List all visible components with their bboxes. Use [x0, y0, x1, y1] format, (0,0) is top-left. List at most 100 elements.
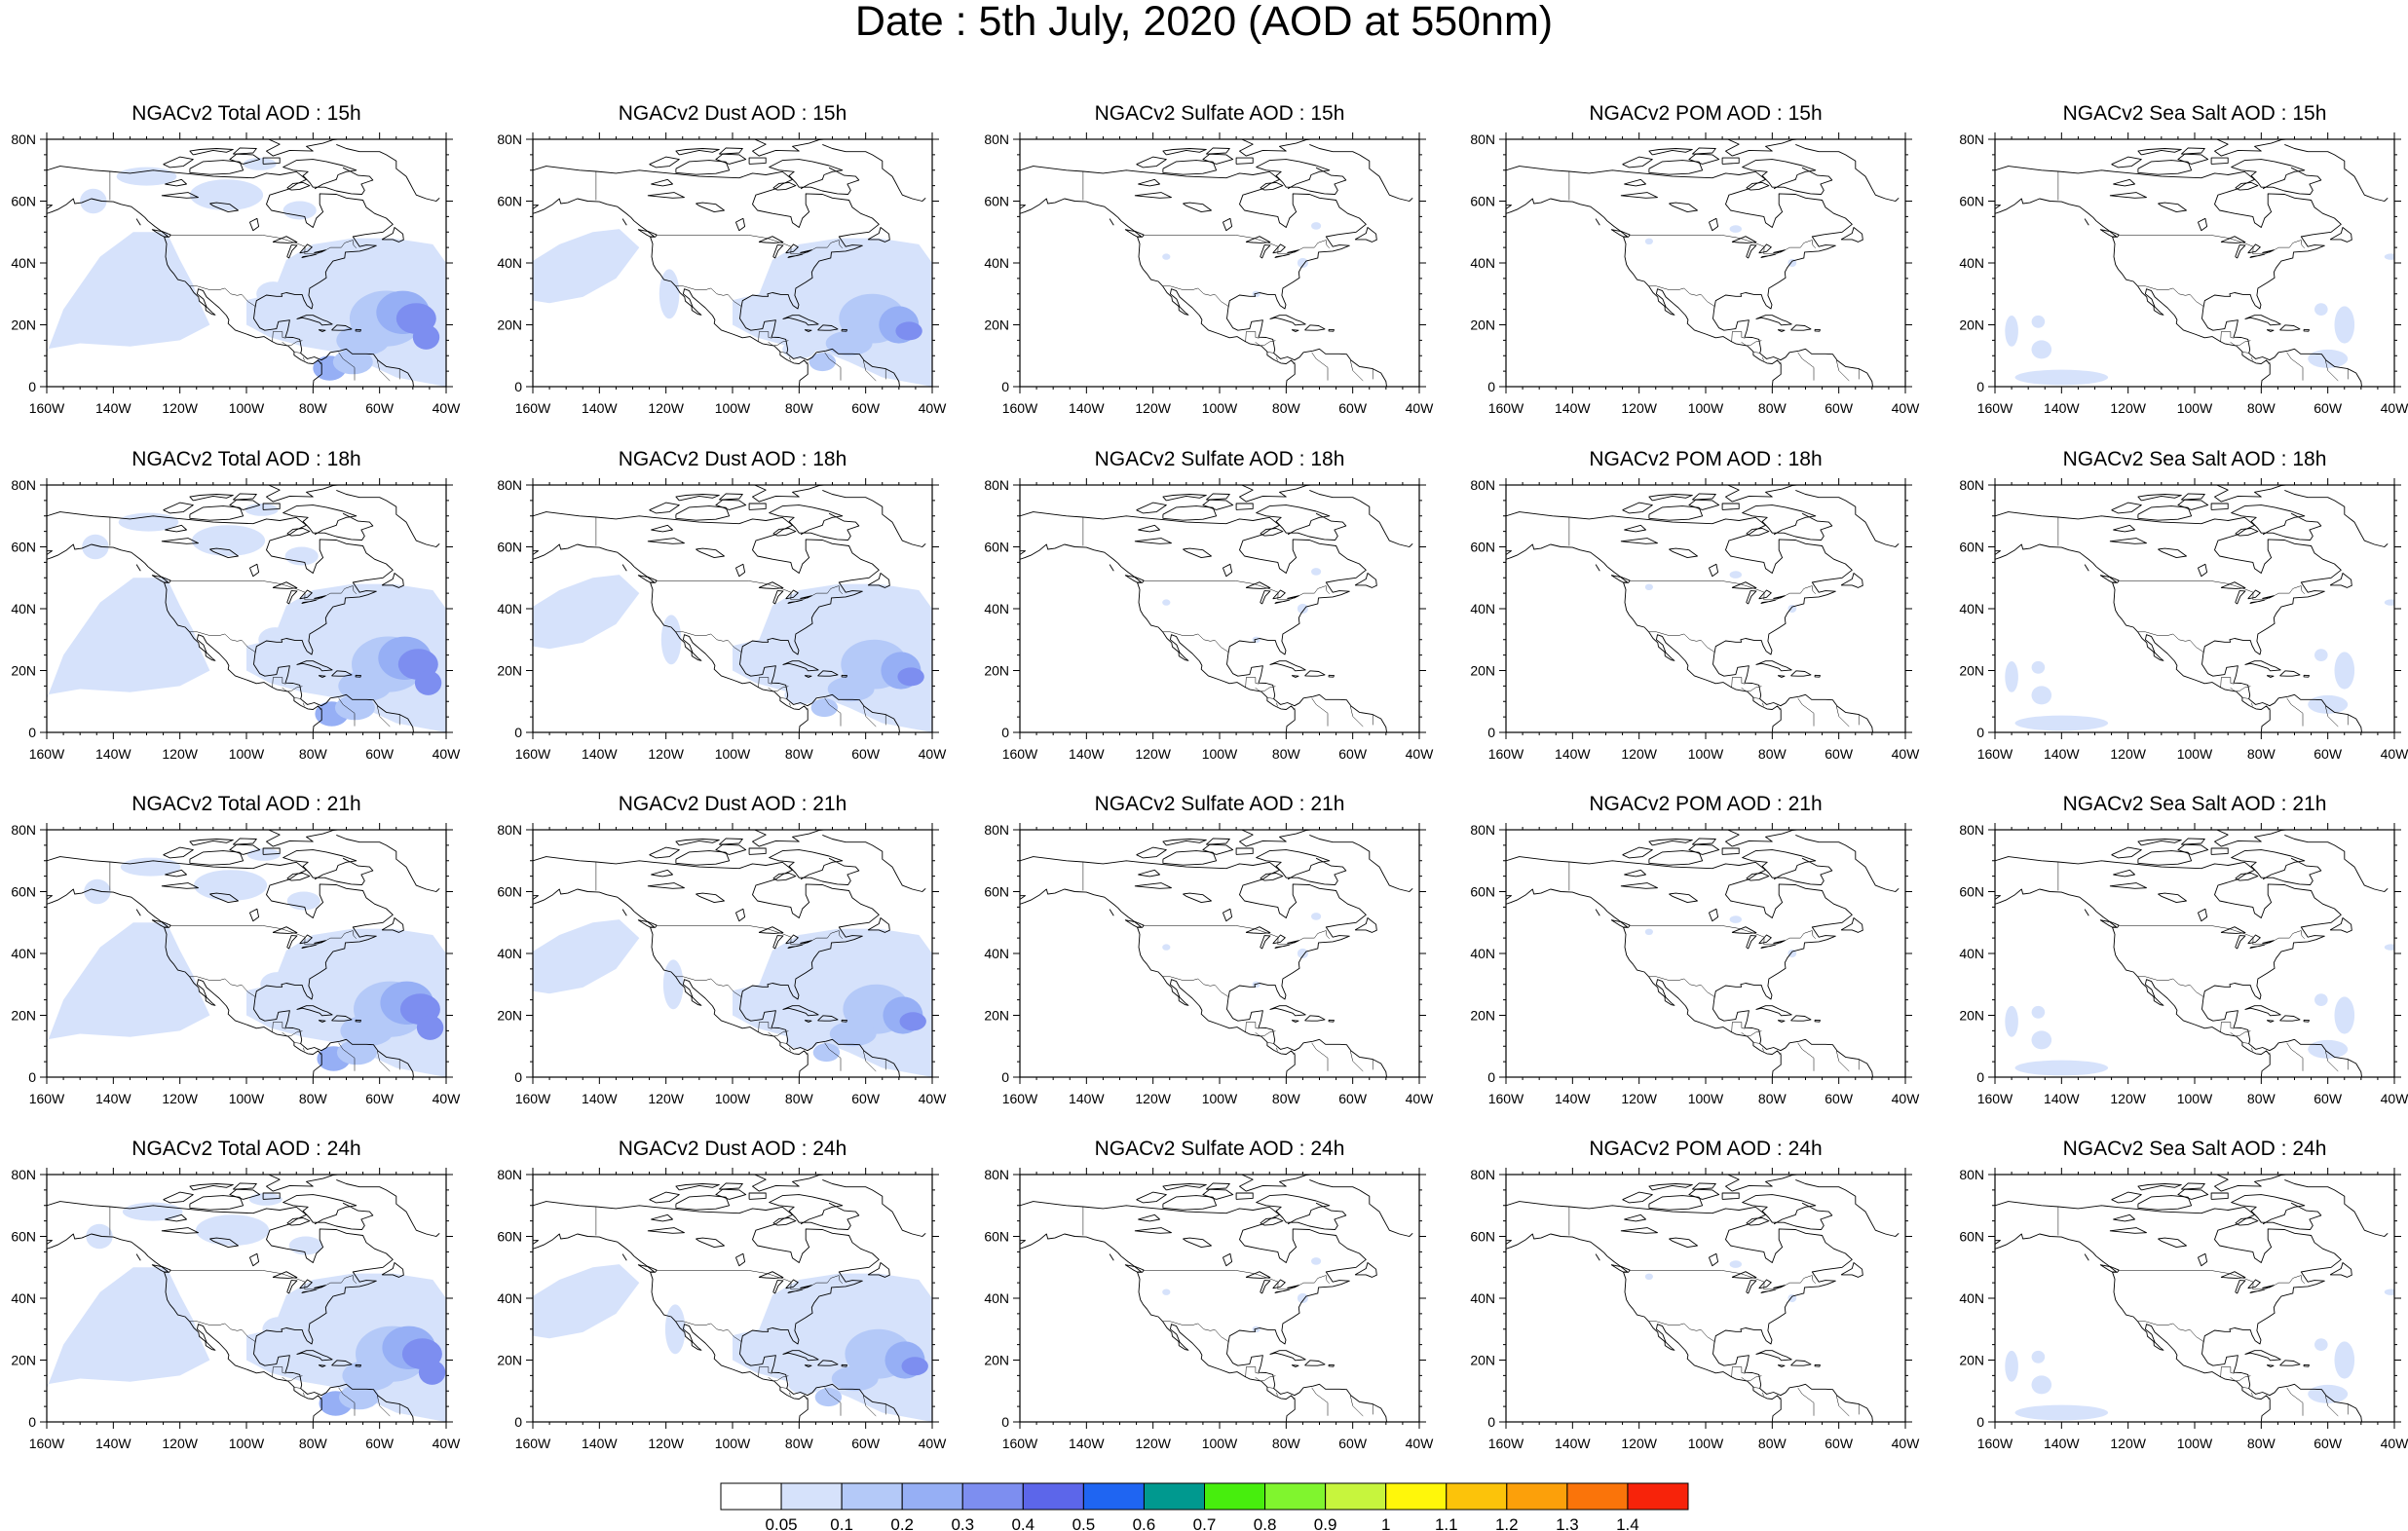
- aod-region: [2384, 253, 2394, 260]
- colorbar-swatch: [1385, 1482, 1448, 1511]
- map-panel-dust-15h: 160W 140W 120W 100W 80W 60W 40W 80N 60N 40N 20N 0 NG…: [497, 102, 947, 416]
- longitude-tick-label: 120W: [1621, 400, 1657, 416]
- panel-title: NGACv2 Sulfate AOD : 15h: [1095, 102, 1345, 125]
- colorbar-swatch: [1022, 1482, 1084, 1511]
- latitude-tick-label: 20N: [984, 1008, 1009, 1024]
- latitude-tick-label: 60N: [1470, 1229, 1495, 1245]
- aod-region: [2314, 303, 2328, 316]
- aod-region: [784, 686, 818, 705]
- longitude-tick-label: 40W: [919, 1091, 948, 1106]
- latitude-tick-label: 0: [28, 1414, 36, 1430]
- map-panel-dust-24h: 160W 140W 120W 100W 80W 60W 40W 80N 60N 40N 20N 0 NG…: [497, 1138, 947, 1451]
- colorbar-label: 1.2: [1495, 1515, 1519, 1531]
- longitude-tick-label: 120W: [2110, 1436, 2146, 1451]
- aod-region: [2314, 649, 2328, 661]
- colorbar-swatch: [1143, 1482, 1205, 1511]
- aod-region: [2014, 369, 2109, 386]
- aod-field: [2005, 599, 2394, 731]
- aod-region: [829, 1021, 877, 1047]
- map-panel-dust-21h: 160W 140W 120W 100W 80W 60W 40W 80N 60N 40N 20N 0 NG…: [497, 793, 947, 1106]
- longitude-tick-label: 120W: [162, 1091, 198, 1106]
- aod-region: [2384, 1288, 2394, 1295]
- latitude-tick-label: 60N: [1959, 1229, 1984, 1245]
- aod-region: [812, 1043, 841, 1063]
- aod-region: [1297, 603, 1308, 615]
- coastlines: [1020, 1175, 1413, 1422]
- colorbar-swatch: [780, 1482, 843, 1511]
- longitude-tick-label: 120W: [1135, 1436, 1171, 1451]
- latitude-tick-label: 40N: [984, 1290, 1009, 1306]
- latitude-tick-label: 20N: [1959, 1353, 1984, 1368]
- aod-region: [2031, 1375, 2052, 1395]
- longitude-tick-label: 40W: [1892, 746, 1921, 762]
- panel-title: NGACv2 Sea Salt AOD : 24h: [2063, 1138, 2327, 1160]
- map-ticks: [1988, 478, 2401, 739]
- longitude-tick-label: 120W: [1621, 746, 1657, 762]
- longitude-tick-label: 80W: [1758, 400, 1787, 416]
- longitude-tick-label: 140W: [2044, 1091, 2080, 1106]
- aod-region: [2005, 1350, 2018, 1382]
- longitude-tick-label: 160W: [1002, 746, 1038, 762]
- latitude-tick-label: 80N: [11, 131, 36, 147]
- map-background: [1995, 1175, 2394, 1422]
- aod-region: [414, 670, 442, 695]
- longitude-tick-label: 160W: [1488, 400, 1524, 416]
- longitude-tick-label: 80W: [1758, 1436, 1787, 1451]
- map-panel-dust-18h: 160W 140W 120W 100W 80W 60W 40W 80N 60N 40N 20N 0 NG…: [497, 448, 947, 762]
- colorbar-label: 0.1: [830, 1515, 853, 1531]
- longitude-tick-label: 60W: [1338, 1436, 1368, 1451]
- latitude-tick-label: 80N: [1959, 477, 1984, 493]
- longitude-tick-label: 140W: [1555, 746, 1591, 762]
- longitude-tick-label: 120W: [1621, 1091, 1657, 1106]
- aod-region: [1297, 1292, 1308, 1304]
- aod-region: [338, 670, 392, 702]
- aod-region: [2314, 993, 2328, 1006]
- colorbar-swatch: [720, 1482, 782, 1511]
- latitude-tick-label: 20N: [984, 1353, 1009, 1368]
- map-panel-sulfate-18h: 160W 140W 120W 100W 80W 60W 40W 80N 60N 40N 20N 0 NG…: [984, 448, 1434, 762]
- longitude-tick-label: 120W: [2110, 1091, 2146, 1106]
- aod-region: [2308, 1039, 2349, 1059]
- aod-region: [336, 1039, 377, 1065]
- aod-region: [47, 578, 210, 699]
- aod-region: [662, 959, 684, 1010]
- latitude-tick-label: 20N: [11, 1353, 36, 1368]
- aod-region: [2384, 944, 2394, 951]
- aod-region: [342, 1360, 396, 1392]
- aod-field: [47, 158, 446, 387]
- longitude-tick-label: 100W: [229, 1436, 265, 1451]
- country-borders: [1082, 171, 1373, 382]
- longitude-tick-label: 60W: [851, 1091, 881, 1106]
- longitude-tick-label: 60W: [2314, 1091, 2343, 1106]
- map-background: [1506, 139, 1905, 387]
- colorbar-label: 0.8: [1254, 1515, 1277, 1531]
- longitude-tick-label: 100W: [1688, 1436, 1724, 1451]
- map-background: [1995, 485, 2394, 732]
- longitude-tick-label: 80W: [299, 1091, 328, 1106]
- longitude-tick-label: 80W: [2247, 400, 2276, 416]
- map-ticks: [40, 823, 453, 1084]
- map-background: [1506, 1175, 1905, 1422]
- aod-region: [664, 1304, 686, 1355]
- aod-region: [827, 676, 875, 702]
- longitude-tick-label: 60W: [1338, 1091, 1368, 1106]
- colorbar-label: 0.2: [890, 1515, 914, 1531]
- panel-title: NGACv2 Sulfate AOD : 24h: [1095, 1138, 1345, 1160]
- latitude-tick-label: 80N: [1470, 477, 1495, 493]
- longitude-tick-label: 60W: [2314, 746, 2343, 762]
- longitude-tick-label: 80W: [1272, 1436, 1301, 1451]
- longitude-tick-label: 160W: [1977, 1091, 2013, 1106]
- longitude-tick-label: 160W: [1488, 1091, 1524, 1106]
- longitude-tick-label: 60W: [851, 1436, 881, 1451]
- longitude-tick-label: 80W: [2247, 1436, 2276, 1451]
- longitude-tick-label: 100W: [2177, 746, 2213, 762]
- aod-region: [2031, 1030, 2052, 1050]
- aod-region: [243, 158, 277, 170]
- longitude-tick-label: 40W: [919, 1436, 948, 1451]
- map-panel-seasalt-15h: 160W 140W 120W 100W 80W 60W 40W 80N 60N 40N 20N 0 NG…: [1959, 102, 2408, 416]
- aod-region: [332, 349, 373, 375]
- map-ticks: [1013, 1168, 1426, 1429]
- country-borders: [1568, 1207, 1860, 1417]
- map-panel-seasalt-21h: 160W 140W 120W 100W 80W 60W 40W 80N 60N 40N 20N 0 NG…: [1959, 793, 2408, 1106]
- colorbar-label: 0.3: [951, 1515, 974, 1531]
